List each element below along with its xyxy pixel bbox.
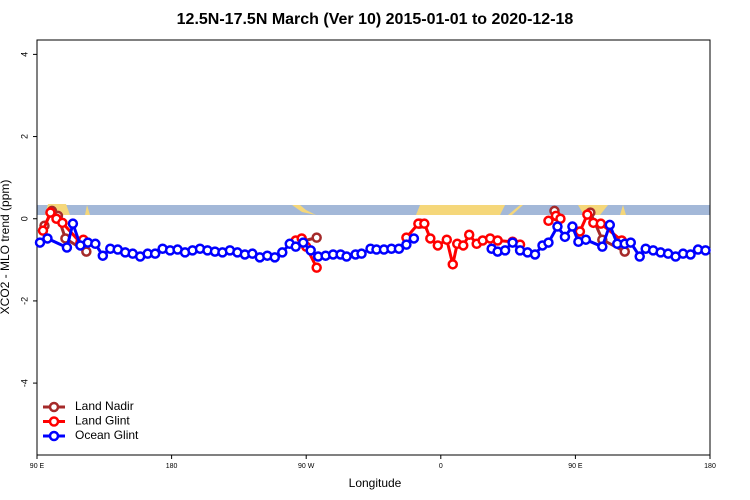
point [447, 259, 459, 270]
point [42, 233, 53, 244]
point [582, 209, 593, 220]
y-axis-label: XCO2 - MLO trend (ppm) [0, 180, 12, 315]
x-axis-label: Longitude [349, 476, 402, 490]
point [290, 241, 301, 252]
y-tick-label: 0 [19, 216, 29, 221]
point [393, 243, 405, 254]
map-strip [37, 204, 710, 215]
point [529, 249, 541, 260]
point [685, 249, 696, 260]
plot-frame [36, 39, 711, 456]
x-tick-label: 90 W [298, 463, 315, 470]
point [34, 237, 46, 248]
point [81, 246, 92, 257]
point [552, 221, 563, 232]
point [463, 229, 475, 241]
x-tick-label: 180 [704, 463, 716, 470]
legend-label: Land Glint [75, 414, 130, 428]
chart-title: 12.5N-17.5N March (Ver 10) 2015-01-01 to… [177, 11, 574, 28]
legend-marker [48, 430, 60, 442]
point [595, 218, 607, 229]
point [90, 238, 101, 250]
point [432, 240, 444, 251]
point [311, 232, 322, 243]
point [580, 234, 592, 245]
point [97, 250, 109, 261]
legend-marker [48, 416, 60, 427]
point [37, 225, 49, 236]
point [441, 234, 453, 245]
point [543, 237, 554, 248]
point [543, 215, 554, 227]
point [425, 233, 436, 244]
legend-label: Land Nadir [75, 399, 134, 413]
point [492, 235, 503, 246]
legend-marker [48, 401, 60, 413]
point [625, 237, 636, 248]
y-tick-label: 2 [19, 134, 29, 139]
point [499, 245, 511, 256]
point [269, 252, 281, 263]
point [567, 221, 578, 232]
point [61, 242, 73, 253]
y-tick-label: -4 [19, 379, 29, 387]
legend-label: Ocean Glint [75, 428, 139, 442]
point [311, 262, 322, 273]
x-tick-label: 0 [439, 463, 443, 470]
point [457, 240, 469, 251]
point [507, 237, 518, 248]
point [149, 248, 161, 259]
y-tick-label: 4 [19, 52, 29, 57]
point [604, 219, 616, 231]
point [401, 239, 412, 250]
x-tick-label: 90 E [568, 463, 583, 470]
point [67, 218, 79, 229]
point [356, 248, 367, 259]
point [559, 231, 571, 243]
point [297, 237, 309, 248]
point [45, 207, 56, 218]
point [277, 247, 288, 258]
x-tick-label: 180 [166, 463, 178, 470]
point [408, 233, 420, 244]
point [341, 251, 352, 262]
point [597, 241, 608, 252]
x-tick-label: 90 E [30, 463, 45, 470]
y-tick-label: -2 [19, 297, 29, 305]
point [634, 251, 645, 262]
point [57, 217, 68, 229]
point [305, 245, 316, 256]
point [700, 245, 711, 256]
point [419, 218, 430, 229]
